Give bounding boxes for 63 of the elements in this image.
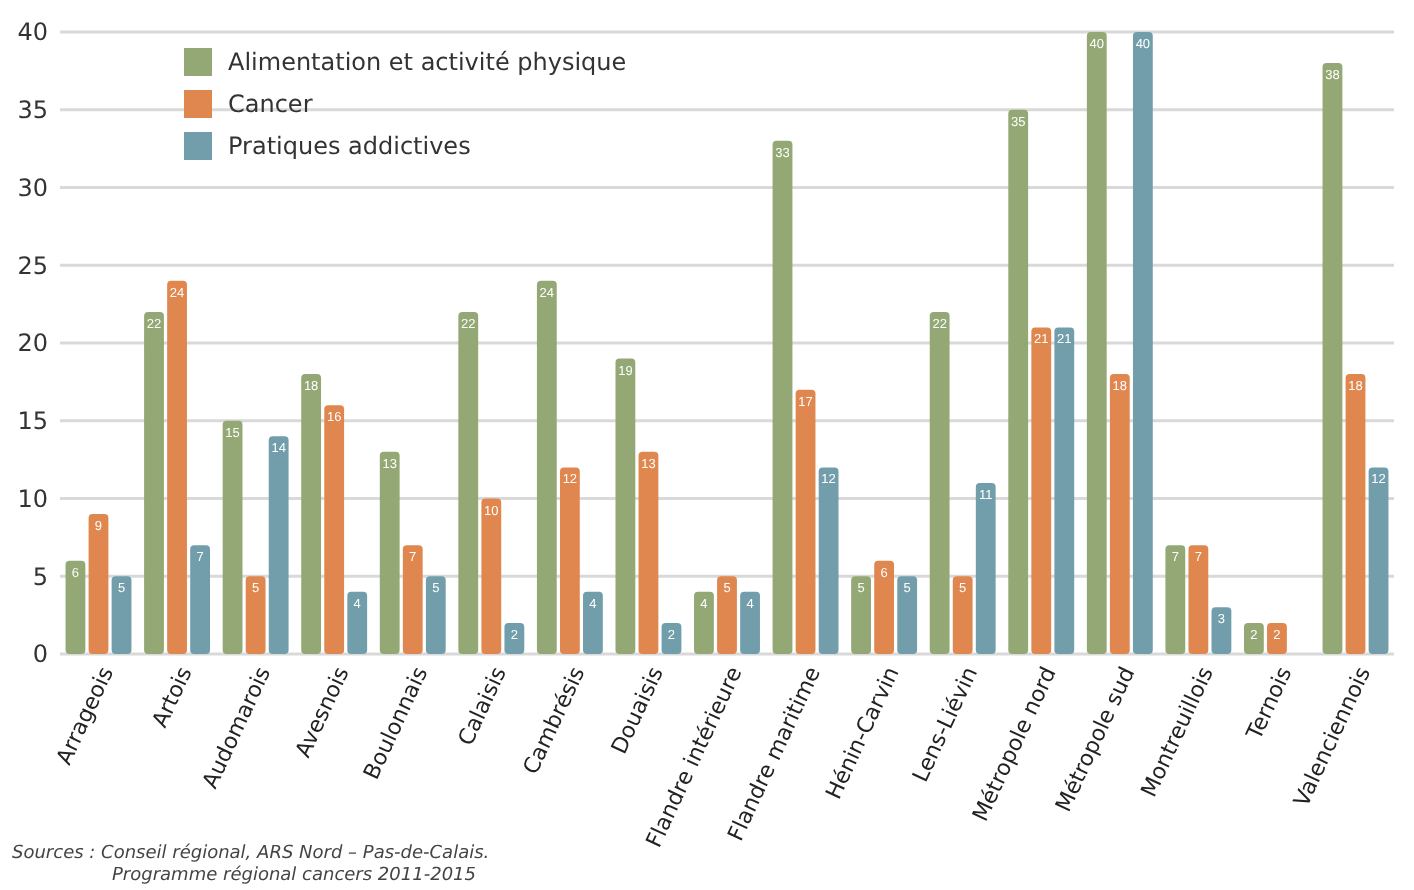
y-tick-label: 15: [17, 407, 48, 436]
bar: [1188, 545, 1209, 654]
bar: [1243, 622, 1264, 654]
bar: [1322, 63, 1343, 654]
y-tick-label: 30: [17, 173, 48, 202]
bar: [1345, 374, 1366, 654]
bar: [1008, 109, 1029, 654]
bar: [481, 498, 502, 654]
bar: [583, 591, 603, 654]
y-tick-label: 40: [17, 18, 48, 47]
bar: [536, 280, 557, 654]
bar: [897, 576, 918, 654]
bar: [929, 311, 950, 654]
bar: [504, 622, 525, 654]
y-tick-label: 25: [17, 251, 48, 280]
bar: [222, 420, 243, 654]
y-tick-label: 0: [32, 640, 48, 669]
bar: [458, 311, 479, 654]
legend-label: Cancer: [228, 90, 313, 119]
bar: [952, 576, 973, 654]
legend-label: Pratiques addictives: [228, 132, 471, 161]
bar: [1368, 467, 1389, 654]
bar: [379, 451, 400, 654]
bar: [975, 482, 996, 654]
bar: [740, 591, 760, 654]
bar: [772, 140, 793, 654]
bar: [167, 280, 187, 654]
bar: [1031, 327, 1052, 654]
bar: [1211, 607, 1232, 654]
bar: [88, 514, 109, 654]
bar: [717, 576, 737, 654]
bar: [874, 560, 895, 654]
bar: [1132, 32, 1153, 654]
bar: [324, 405, 345, 654]
bar: [1086, 32, 1107, 654]
bar: [1109, 374, 1130, 654]
bar: [694, 591, 714, 654]
y-tick-label: 10: [17, 484, 48, 513]
bar: [1054, 327, 1075, 654]
bar: [795, 389, 816, 654]
y-tick-label: 35: [17, 96, 48, 125]
bar: [559, 467, 580, 654]
bar: [65, 560, 86, 654]
bar: [851, 576, 871, 654]
bar: [1165, 545, 1186, 654]
bar: [818, 467, 839, 654]
bar: [301, 374, 322, 654]
bar: [615, 358, 636, 654]
bar: [268, 436, 289, 654]
bar: [347, 591, 368, 654]
bar: [245, 576, 266, 654]
source-note: Sources : Conseil régional, ARS Nord – Pas-de-Calais.: [12, 842, 490, 864]
bar: [111, 576, 132, 654]
text: Programme régional cancers 2011-2015: [112, 864, 477, 886]
bar: [402, 545, 423, 654]
bar: [425, 576, 446, 654]
bar: [190, 545, 211, 654]
y-tick-label: 20: [17, 329, 48, 358]
y-tick-label: 5: [32, 562, 48, 591]
legend-label: Alimentation et activité physique: [228, 48, 627, 77]
bar: [144, 311, 164, 654]
bar: [638, 451, 659, 654]
bar: [1267, 622, 1287, 654]
